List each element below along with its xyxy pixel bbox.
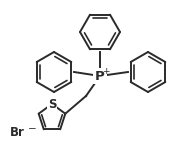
Text: −: − <box>28 124 37 134</box>
Text: +: + <box>102 66 110 75</box>
Text: S: S <box>48 97 56 111</box>
Text: P: P <box>95 69 105 82</box>
Text: Br: Br <box>10 126 25 139</box>
